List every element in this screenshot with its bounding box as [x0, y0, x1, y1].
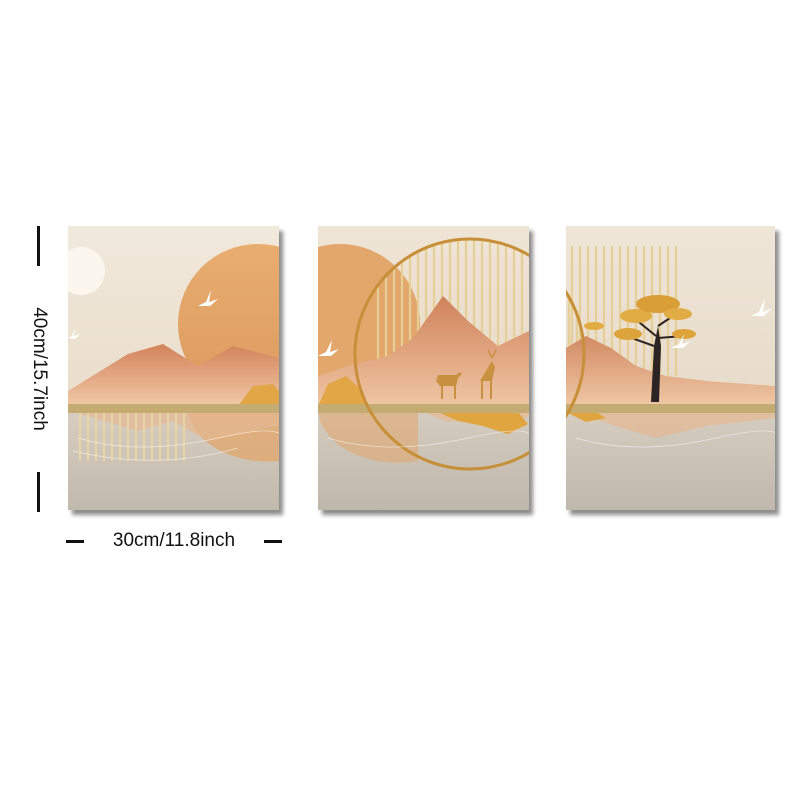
bird-icon [318, 340, 339, 356]
gold-shelf [68, 404, 279, 413]
dimension-tick-right [264, 540, 282, 543]
gold-ring [566, 289, 586, 419]
gold-foliage [238, 384, 279, 406]
bird-icon [671, 334, 691, 348]
dimension-tick-left [66, 540, 84, 543]
bird-icon [198, 290, 218, 306]
mountains [566, 336, 775, 406]
height-dimension: 40cm/15.7inch [26, 226, 52, 512]
left-panel [68, 226, 279, 510]
width-label: 30cm/11.8inch [112, 530, 236, 551]
gold-shelf [318, 404, 529, 413]
mountains [318, 296, 529, 406]
dimension-tick-bottom [37, 472, 40, 512]
right-panel-art [566, 226, 775, 510]
mountains [68, 344, 279, 406]
center-panel-art [318, 226, 529, 510]
bird-icon [751, 298, 772, 316]
left-panel-art [68, 226, 279, 510]
gold-foliage-reflection [438, 412, 528, 434]
pale-sun [68, 247, 105, 295]
gold-slats [79, 412, 185, 461]
dimension-tick-top [37, 226, 40, 266]
width-dimension: 30cm/11.8inch [66, 528, 282, 554]
gold-shelf [566, 404, 775, 413]
deer-figures [436, 349, 497, 399]
height-label: 40cm/15.7inch [29, 307, 50, 431]
gold-foliage [318, 376, 368, 406]
center-panel [318, 226, 529, 510]
right-panel [566, 226, 775, 510]
bird-icon [68, 328, 80, 339]
gold-ring [353, 237, 529, 471]
